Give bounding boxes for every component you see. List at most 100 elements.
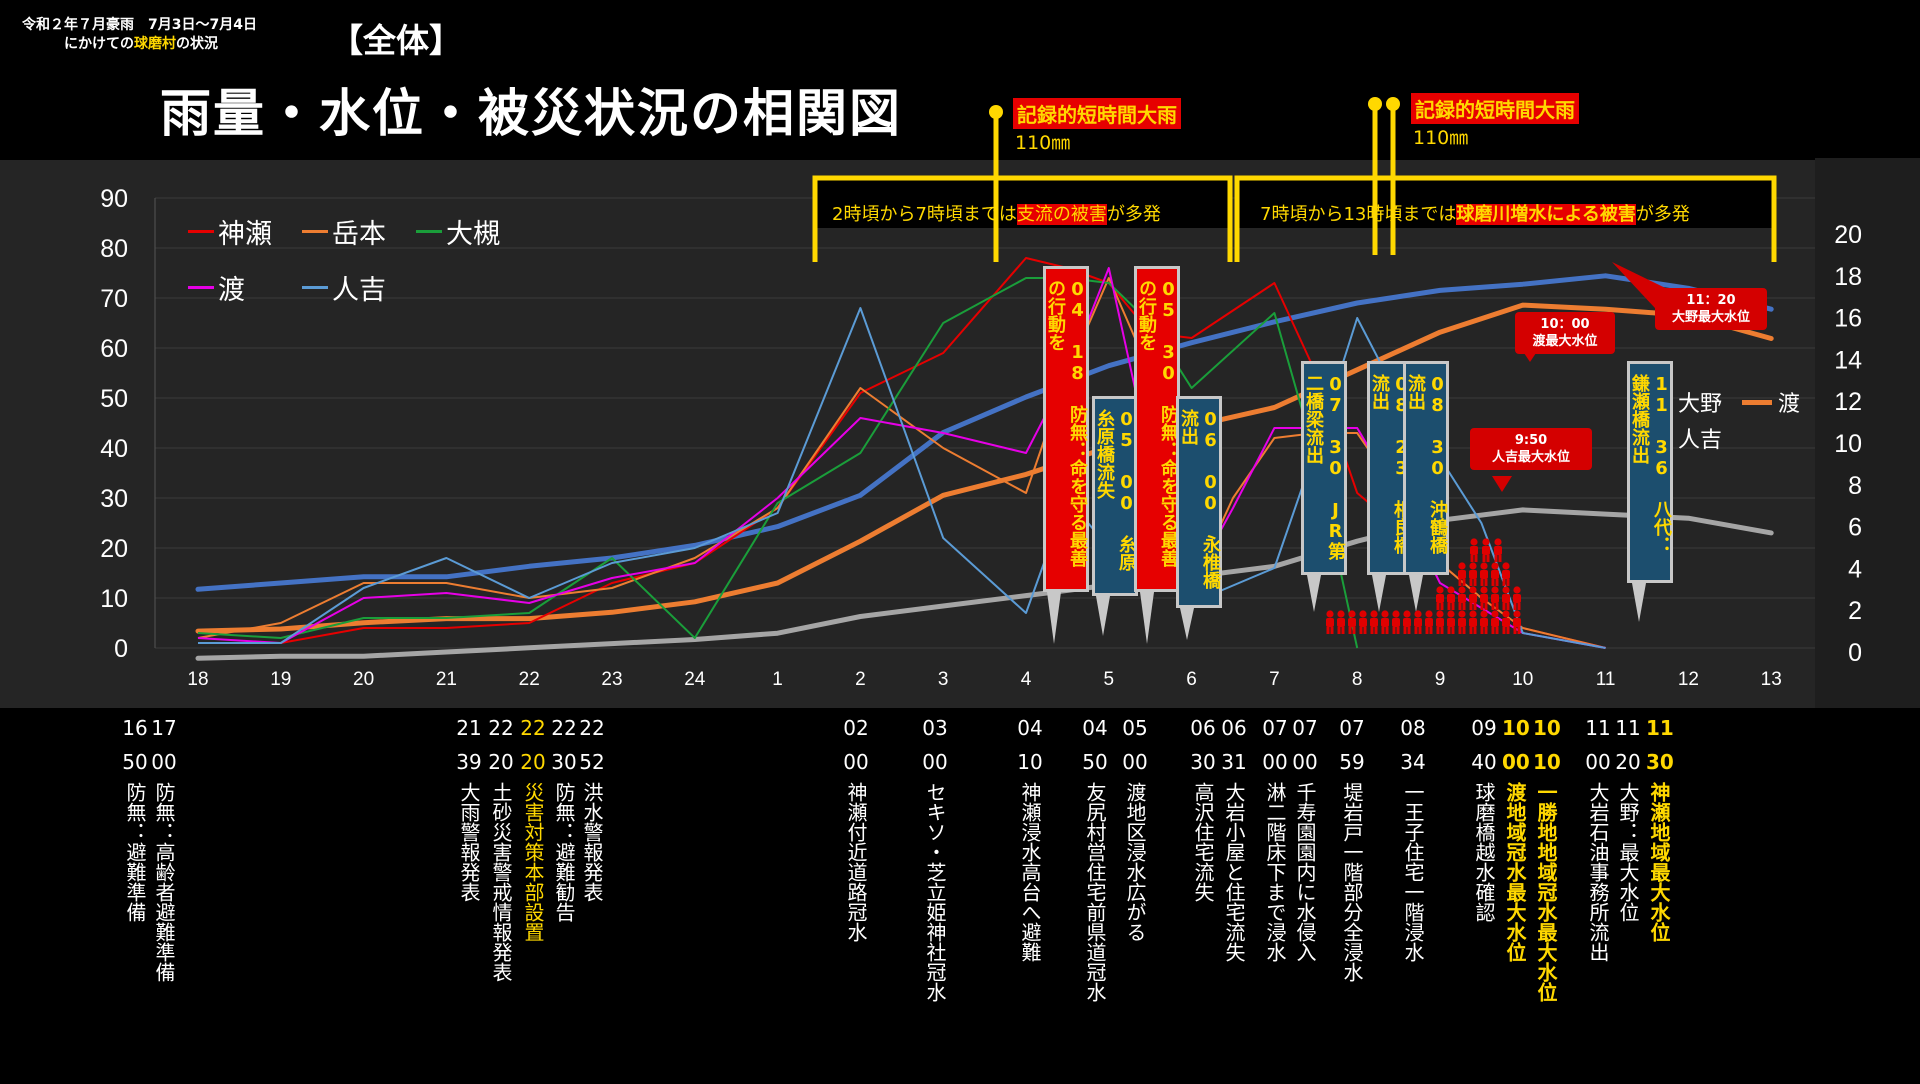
legend-label-level-hitoyoshi: 人吉 [1678,428,1723,453]
person-icon-leg-l-9 [1425,627,1429,634]
legend-ootsuki: 大槻 [416,212,500,251]
legend-label-level-oono: 大野 [1678,392,1723,417]
person-icon-leg-r-4 [1374,627,1378,634]
rain-event-amount-2: 110㎜ [1413,127,1469,149]
y-right-tick-label: 8 [1848,472,1862,500]
timeline-minute: 20 [1615,750,1641,774]
person-icon-leg-l-26 [1458,579,1462,586]
x-tick-label: 10 [1512,669,1533,690]
person-icon-head-6 [1392,610,1400,618]
person-icon-head-30 [1502,562,1510,570]
peak-badge-oono: 11：20 大野最大水位 [1655,288,1767,330]
person-icon-head-0 [1326,610,1334,618]
timeline-minute: 00 [922,750,948,774]
person-icon-leg-l-6 [1392,627,1396,634]
person-icon-head-20 [1458,586,1466,594]
peak-oono-time: 11：20 [1686,293,1736,308]
y-left-tick-label: 90 [100,185,128,213]
phase-1-bracket [812,175,1233,262]
timeline-event-text: 土砂災害警戒情報発表 [489,782,513,982]
person-icon-leg-r-1 [1341,627,1345,634]
person-icon-body-11 [1447,618,1455,627]
timeline-event-text: 友尻村営住宅前県道冠水 [1083,782,1107,1002]
header-note: 令和２年７月豪雨 7月3日〜7月4日 にかけての球磨村の状況 [22,16,257,54]
timeline-minute: 10 [1533,750,1561,774]
person-icon-body-10 [1436,618,1444,627]
peak-badge-hitoyoshi: 9:50 人吉最大水位 [1470,428,1592,470]
person-icon-head-1 [1337,610,1345,618]
timeline-hour: 17 [151,716,177,740]
x-tick-label: 6 [1186,669,1197,690]
phase-1-pre: 2時頃から7時頃までは [832,204,1017,225]
header-note-line1: 令和２年７月豪雨 7月3日〜7月4日 [22,17,257,33]
person-icon-body-4 [1370,618,1378,627]
peak-hitoyoshi-time: 9:50 [1514,433,1548,448]
timeline-minute: 50 [122,750,148,774]
timeline-hour: 22 [520,716,546,740]
timeline-minute: 30 [1646,750,1674,774]
person-icon-head-19 [1447,586,1455,594]
rain-event-label-1: 記録的短時間大雨 [1013,98,1181,129]
timeline-minute: 00 [1292,750,1318,774]
person-icon-body-9 [1425,618,1433,627]
legend-kamise: 神瀬 [188,212,272,251]
person-icon-head-23 [1491,586,1499,594]
callout-pointer-0 [1047,592,1061,644]
callout-0830-bridge: 08 30 沖鶴橋流出 [1403,361,1449,575]
person-icon-leg-l-33 [1494,555,1498,562]
person-icon-head-16 [1502,610,1510,618]
timeline-minute: 20 [520,750,546,774]
person-icon-leg-l-30 [1502,579,1506,586]
phase-2-pre: 7時頃から13時頃までは [1260,204,1457,225]
peak-badge-watari: 10：00 渡最大水位 [1515,312,1615,354]
person-icon-leg-r-6 [1396,627,1400,634]
legend-label-ootsuki: 大槻 [446,219,500,250]
timeline-minute: 59 [1339,750,1365,774]
person-icon-leg-r-20 [1462,603,1466,610]
x-tick-label: 20 [353,669,374,690]
x-tick-label: 19 [270,669,291,690]
timeline-hour: 07 [1339,716,1365,740]
person-icon-head-4 [1370,610,1378,618]
person-icon-leg-l-21 [1469,603,1473,610]
timeline-hour: 02 [843,716,869,740]
legend-takemoto: 岳本 [302,212,386,251]
timeline-event-text: 災害対策本部設置 [521,782,545,942]
person-icon-body-31 [1470,546,1478,555]
timeline-event-text: 大岩小屋と住宅流失 [1222,782,1246,962]
person-icon-body-29 [1491,570,1499,579]
x-tick-label: 9 [1435,669,1446,690]
person-icon-head-13 [1469,610,1477,618]
person-icon-leg-r-13 [1473,627,1477,634]
person-icon-leg-l-23 [1491,603,1495,610]
timeline-hour: 22 [488,716,514,740]
legend-hitoyoshi: 人吉 [302,268,386,307]
x-tick-label: 5 [1104,669,1115,690]
person-icon-leg-r-30 [1506,579,1510,586]
y-right-tick-label: 16 [1834,305,1862,333]
person-icon-leg-l-10 [1436,627,1440,634]
legend-label-kamise: 神瀬 [218,219,272,250]
person-icon-head-25 [1513,586,1521,594]
x-tick-label: 4 [1021,669,1032,690]
timeline-event-text: 高沢住宅流失 [1191,782,1215,902]
person-icon-head-31 [1470,538,1478,546]
x-tick-label: 3 [938,669,949,690]
y-right-tick-label: 12 [1834,388,1862,416]
timeline-hour: 10 [1502,716,1530,740]
legend-level-watari: 渡 [1742,386,1800,418]
person-icon-leg-l-16 [1502,627,1506,634]
person-icon-leg-r-31 [1474,555,1478,562]
callout-pointer-2 [1140,592,1154,644]
peak-oono-label: 大野最大水位 [1671,310,1750,325]
y-left-tick-label: 60 [100,335,128,363]
timeline-hour: 16 [122,716,148,740]
timeline-hour: 11 [1585,716,1611,740]
person-icon-head-24 [1502,586,1510,594]
person-icon-body-8 [1414,618,1422,627]
timeline-event-text: 千寿園園内に水侵入 [1293,782,1317,962]
timeline-hour: 09 [1471,716,1497,740]
timeline-event-text: 渡地区浸水広がる [1123,782,1147,942]
timeline-event-text: 球磨橋越水確認 [1472,782,1496,922]
